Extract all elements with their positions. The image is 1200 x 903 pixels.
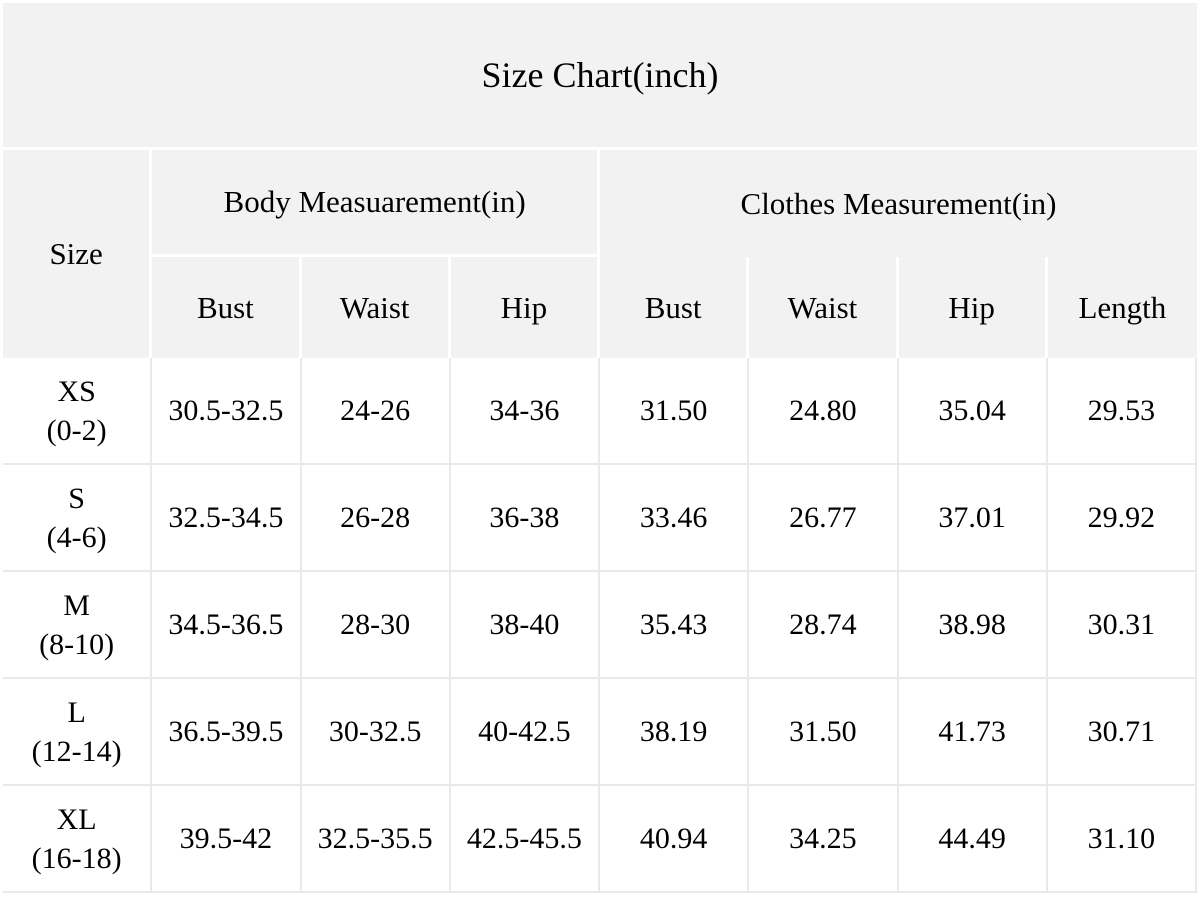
measurement-cell: 28-30 [301,572,451,679]
size-range: (12-14) [31,734,122,768]
column-header-clothes-length: Length [1047,257,1197,358]
measurement-cell: 36-38 [450,465,600,572]
group-header-row: Size Body Measuarement(in) Clothes Measu… [3,150,1197,358]
size-label: XS [57,374,96,408]
measurement-cell: 24.80 [749,358,899,465]
measurement-cell: 30.71 [1047,679,1197,786]
size-label: L [67,695,86,729]
measurement-cell: 31.10 [1047,786,1197,893]
column-header-clothes-hip: Hip [898,257,1048,358]
column-header-clothes-bust: Bust [600,257,750,358]
measurement-cell: 44.49 [898,786,1048,893]
table-row: XS (0-2) 30.5-32.5 24-26 34-36 31.50 24.80 35.0… [3,358,1197,465]
measurement-cell: 32.5-35.5 [301,786,451,893]
column-header-size: Size [3,150,153,358]
measurement-cell: 24-26 [301,358,451,465]
table-body: XS (0-2) 30.5-32.5 24-26 34-36 31.50 24.80 35.0… [3,358,1197,893]
measurement-cell: 36.5-39.5 [152,679,302,786]
size-cell: L (12-14) [3,679,153,786]
size-cell: XS (0-2) [3,358,153,465]
size-range: (0-2) [46,413,107,447]
measurement-cell: 37.01 [898,465,1048,572]
size-range: (4-6) [46,520,107,554]
column-header-clothes-waist: Waist [749,257,899,358]
table-row: XL (16-18) 39.5-42 32.5-35.5 42.5-45.5 40.94 3… [3,786,1197,893]
measurement-cell: 35.04 [898,358,1048,465]
size-label: M [63,588,90,622]
table-row: M (8-10) 34.5-36.5 28-30 38-40 35.43 28.74 38.9… [3,572,1197,679]
measurement-cell: 29.92 [1047,465,1197,572]
table-row: S (4-6) 32.5-34.5 26-28 36-38 33.46 26.77 37.01… [3,465,1197,572]
size-label: XL [56,802,97,836]
measurement-cell: 41.73 [898,679,1048,786]
measurement-cell: 28.74 [749,572,899,679]
measurement-cell: 30.5-32.5 [152,358,302,465]
measurement-cell: 26.77 [749,465,899,572]
table-header: Size Chart(inch) Size Body Measuarement(… [3,3,1197,358]
size-cell: XL (16-18) [3,786,153,893]
measurement-cell: 38-40 [450,572,600,679]
group-header-clothes-measurement: Clothes Measurement(in) [600,150,1197,257]
measurement-cell: 31.50 [600,358,750,465]
sub-header-row: Bust Waist Hip Bust Waist Hip Length [3,257,1197,358]
measurement-cell: 42.5-45.5 [450,786,600,893]
size-range: (8-10) [39,627,115,661]
measurement-cell: 34-36 [450,358,600,465]
measurement-cell: 40.94 [600,786,750,893]
measurement-cell: 35.43 [600,572,750,679]
size-cell: S (4-6) [3,465,153,572]
measurement-cell: 26-28 [301,465,451,572]
title-row: Size Chart(inch) [3,3,1197,150]
measurement-cell: 38.98 [898,572,1048,679]
size-chart-table: Size Chart(inch) Size Body Measuarement(… [3,3,1197,893]
column-header-body-hip: Hip [450,257,600,358]
measurement-cell: 40-42.5 [450,679,600,786]
measurement-cell: 38.19 [600,679,750,786]
measurement-cell: 33.46 [600,465,750,572]
measurement-cell: 29.53 [1047,358,1197,465]
measurement-cell: 39.5-42 [152,786,302,893]
column-header-body-waist: Waist [301,257,451,358]
measurement-cell: 30-32.5 [301,679,451,786]
measurement-cell: 34.25 [749,786,899,893]
measurement-cell: 30.31 [1047,572,1197,679]
measurement-cell: 31.50 [749,679,899,786]
group-header-body-measurement: Body Measuarement(in) [152,150,600,257]
column-header-body-bust: Bust [152,257,302,358]
page-title: Size Chart(inch) [3,3,1197,150]
measurement-cell: 34.5-36.5 [152,572,302,679]
size-cell: M (8-10) [3,572,153,679]
size-label: S [68,481,85,515]
measurement-cell: 32.5-34.5 [152,465,302,572]
size-range: (16-18) [31,841,122,875]
table-row: L (12-14) 36.5-39.5 30-32.5 40-42.5 38.19 31.5… [3,679,1197,786]
